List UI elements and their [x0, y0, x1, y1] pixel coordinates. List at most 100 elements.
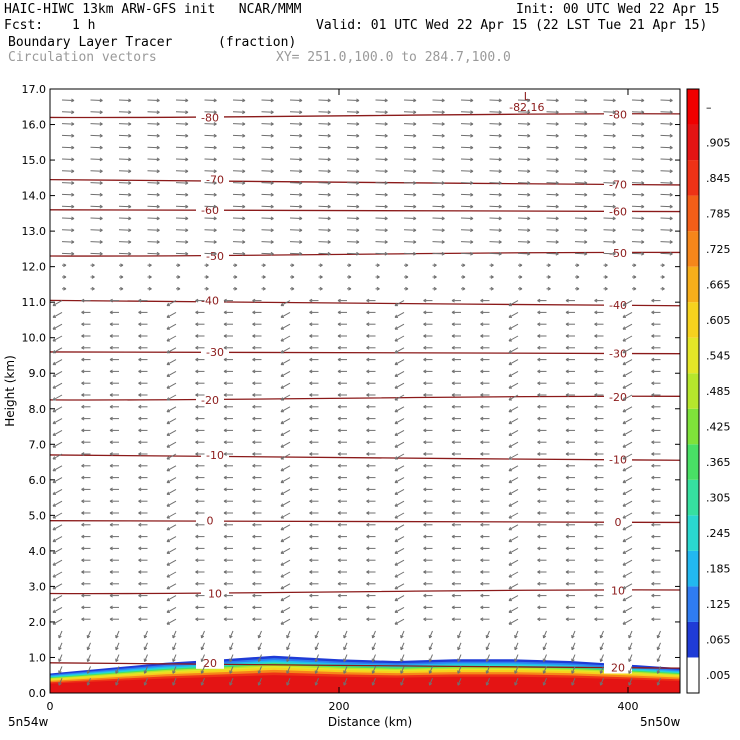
- circulation-vector-head: [195, 369, 199, 374]
- circulation-vector-head: [555, 240, 559, 244]
- circulation-vector-head: [641, 204, 645, 209]
- circulation-vector-head: [200, 634, 205, 639]
- circulation-vector-head: [622, 515, 627, 519]
- circulation-vector-head: [252, 381, 256, 386]
- circulation-vector: [394, 595, 405, 602]
- circulation-vector: [517, 99, 531, 101]
- circulation-vector: [403, 229, 417, 231]
- x-right-endpoint: 5n50w: [640, 715, 681, 729]
- circulation-vector-head: [99, 216, 103, 221]
- circulation-vector-head: [115, 682, 119, 686]
- circulation-vector: [574, 241, 588, 243]
- circulation-vector: [403, 146, 417, 149]
- circulation-vector-head: [252, 463, 256, 468]
- circulation-vector: [546, 158, 559, 160]
- circulation-vector: [543, 642, 547, 650]
- circulation-vector-head: [109, 558, 113, 563]
- circulation-vector-head: [229, 670, 233, 674]
- circulation-vector-head: [413, 110, 417, 115]
- circulation-vector: [147, 170, 160, 172]
- circulation-vector-head: [58, 658, 62, 662]
- circulation-vector-head: [651, 357, 655, 362]
- circulation-vector: [280, 595, 291, 602]
- circulation-vector: [232, 134, 246, 137]
- circulation-vector-head: [138, 393, 142, 397]
- circulation-vector-head: [115, 646, 119, 651]
- circulation-vector-head: [366, 593, 370, 598]
- circulation-vector: [61, 205, 75, 208]
- circulation-vector-head: [519, 275, 523, 279]
- circulation-vector: [204, 182, 217, 184]
- circulation-vector-head: [52, 444, 57, 448]
- circulation-vector-head: [651, 605, 655, 610]
- circulation-vector-head: [565, 522, 569, 527]
- circulation-vector: [90, 134, 103, 137]
- circulation-vector-head: [508, 609, 513, 613]
- circulation-vector-head: [280, 349, 285, 354]
- circulation-vector-head: [337, 440, 341, 445]
- isotherm-label: -70: [609, 178, 627, 191]
- circulation-vector-head: [612, 251, 616, 256]
- circulation-vector: [166, 394, 177, 401]
- y-tick-label: 12.0: [22, 261, 47, 274]
- circulation-vector-head: [185, 216, 189, 221]
- circulation-vector: [172, 630, 177, 639]
- circulation-vector: [546, 111, 559, 113]
- circulation-vector-head: [280, 479, 285, 484]
- x-axis-title: Distance (km): [328, 715, 412, 729]
- circulation-vector-head: [594, 428, 598, 433]
- circulation-vector-head: [366, 393, 370, 397]
- circulation-vector: [286, 642, 291, 650]
- circulation-vector-head: [527, 240, 531, 244]
- circulation-vector: [394, 618, 405, 625]
- circulation-vector-head: [441, 192, 445, 197]
- circulation-vector-head: [128, 192, 132, 197]
- circulation-vector-head: [242, 157, 246, 162]
- circulation-vector: [508, 300, 519, 307]
- circulation-vector-head: [195, 546, 199, 551]
- circulation-vector-head: [565, 605, 569, 610]
- circulation-vector-head: [280, 314, 285, 318]
- circulation-vector-head: [166, 408, 171, 413]
- circulation-vector-head: [423, 393, 427, 397]
- circulation-vector: [318, 229, 331, 231]
- circulation-vector-head: [252, 522, 256, 527]
- circulation-vector: [61, 170, 75, 172]
- circulation-vector: [546, 182, 559, 184]
- circulation-vector-head: [641, 169, 645, 174]
- circulation-vector: [280, 583, 291, 590]
- circulation-vector-head: [651, 298, 655, 303]
- circulation-vector-head: [343, 646, 347, 651]
- circulation-vector-head: [166, 467, 171, 472]
- circulation-vector: [166, 300, 177, 307]
- circulation-vector: [175, 146, 189, 149]
- circulation-vector-head: [594, 511, 598, 515]
- circulation-vector-head: [343, 634, 347, 639]
- isotherm-label: -80: [201, 111, 219, 124]
- circulation-vector-head: [641, 133, 645, 138]
- circulation-vector: [280, 571, 291, 578]
- circulation-vector: [574, 123, 588, 125]
- circulation-vector-head: [128, 169, 132, 174]
- circulation-vector-head: [537, 570, 541, 574]
- circulation-vector-head: [252, 546, 256, 551]
- circulation-vector: [372, 678, 376, 686]
- circulation-vector-head: [166, 314, 171, 318]
- circulation-vector-head: [366, 310, 370, 315]
- circulation-vector-head: [356, 98, 360, 103]
- circulation-vector: [90, 111, 103, 113]
- circulation-vector: [574, 170, 588, 172]
- isotherm-label: 0: [207, 515, 214, 528]
- circulation-vector-head: [52, 515, 57, 519]
- circulation-vector: [286, 666, 291, 674]
- circulation-vector-head: [337, 475, 341, 480]
- circulation-vector: [400, 654, 405, 662]
- circulation-vector-head: [423, 322, 427, 327]
- circulation-vector: [175, 111, 189, 113]
- circulation-vector-head: [651, 558, 655, 563]
- circulation-vector: [232, 123, 246, 125]
- circulation-vector: [343, 678, 348, 686]
- circulation-vector-head: [280, 385, 285, 389]
- circulation-vector: [631, 252, 645, 255]
- circulation-vector: [508, 477, 519, 484]
